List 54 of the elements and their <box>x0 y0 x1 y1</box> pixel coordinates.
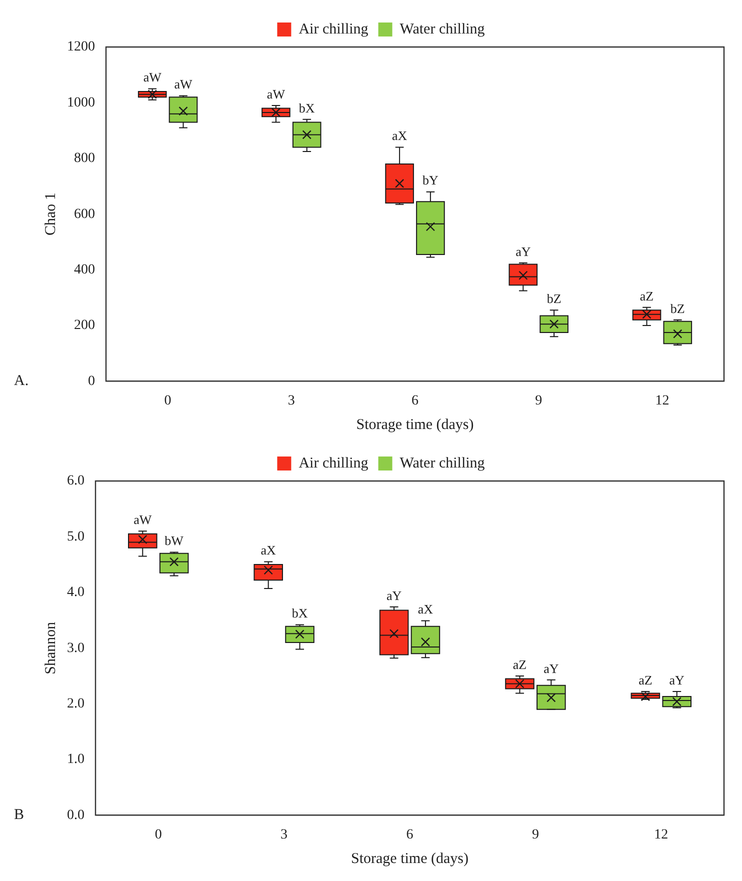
x-tick-label: 6 <box>412 393 418 408</box>
annotation: aZ <box>640 288 654 304</box>
annotation: aY <box>386 588 402 603</box>
annotation: bY <box>422 172 440 188</box>
y-axis-title: Chao 1 <box>42 192 59 236</box>
y-axis-title: Shannon <box>42 621 59 674</box>
y-tick-label: 600 <box>74 206 95 222</box>
x-tick-label: 0 <box>164 393 172 408</box>
x-tick-label: 0 <box>154 827 162 842</box>
annotation: aW <box>174 76 193 92</box>
x-tick-label: 9 <box>532 827 539 842</box>
x-tick-label: 6 <box>406 827 414 842</box>
y-tick-label: 4.0 <box>67 585 84 600</box>
y-tick-label: 2.0 <box>67 696 84 712</box>
x-axis-title: Storage time (days) <box>356 416 474 433</box>
x-tick-label: 3 <box>288 393 295 408</box>
y-tick-label: 0.0 <box>67 808 84 823</box>
y-tick-label: 400 <box>74 262 95 278</box>
annotation: aZ <box>638 672 652 688</box>
legend-label: Air chilling <box>298 21 369 38</box>
legend-label: Air chilling <box>298 455 369 472</box>
annotation: aW <box>134 512 152 528</box>
annotation: bX <box>292 606 308 621</box>
x-tick-label: 12 <box>654 827 668 842</box>
legend-label: Water chilling <box>400 455 486 472</box>
annotation: bX <box>298 100 316 116</box>
legend-label: Water chilling <box>400 21 486 38</box>
annotation: aY <box>669 672 686 688</box>
y-tick-label: 1000 <box>67 95 95 110</box>
text: B <box>14 807 24 824</box>
annotation: aY <box>516 244 532 259</box>
annotation: aX <box>392 128 408 144</box>
annotation: bZ <box>546 291 562 306</box>
y-tick-label: 0 <box>88 374 95 389</box>
x-axis-title: Storage time (days) <box>351 850 468 867</box>
y-tick-label: 3.0 <box>67 640 84 656</box>
y-tick-label: 6.0 <box>67 474 84 489</box>
text: A. <box>14 373 29 390</box>
annotation: bZ <box>670 300 685 316</box>
y-tick-label: 1.0 <box>67 752 84 768</box>
annotation: aX <box>260 542 277 558</box>
y-tick-label: 1200 <box>67 40 95 55</box>
annotation: bW <box>164 533 184 548</box>
annotation: aX <box>418 602 434 617</box>
annotation: aW <box>143 70 162 85</box>
annotation: aY <box>544 660 560 676</box>
x-tick-label: 12 <box>655 393 670 408</box>
annotation: aZ <box>512 656 527 672</box>
y-tick-label: 5.0 <box>67 529 84 544</box>
y-tick-label: 800 <box>74 151 95 166</box>
y-tick-label: 200 <box>74 318 95 334</box>
x-tick-label: 3 <box>280 827 288 842</box>
x-tick-label: 9 <box>535 393 542 408</box>
annotation: aW <box>266 86 286 102</box>
